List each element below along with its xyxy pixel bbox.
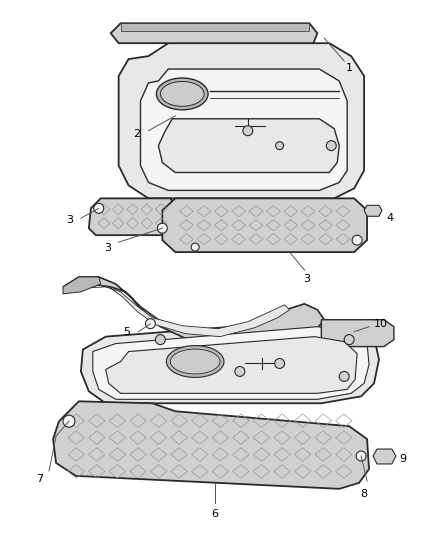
Polygon shape bbox=[364, 205, 382, 216]
Ellipse shape bbox=[170, 349, 220, 374]
Text: 8: 8 bbox=[360, 489, 367, 499]
Circle shape bbox=[275, 359, 285, 368]
Polygon shape bbox=[120, 23, 309, 31]
Text: 1: 1 bbox=[346, 63, 353, 73]
Ellipse shape bbox=[156, 78, 208, 110]
Circle shape bbox=[63, 415, 75, 427]
Circle shape bbox=[94, 203, 104, 213]
Circle shape bbox=[352, 235, 362, 245]
Polygon shape bbox=[89, 198, 175, 235]
Circle shape bbox=[339, 372, 349, 382]
Circle shape bbox=[243, 126, 253, 136]
Circle shape bbox=[326, 141, 336, 151]
Polygon shape bbox=[159, 119, 339, 173]
Text: 9: 9 bbox=[399, 454, 406, 464]
Text: 5: 5 bbox=[124, 327, 131, 337]
Circle shape bbox=[235, 367, 245, 376]
Text: 3: 3 bbox=[66, 215, 73, 225]
Circle shape bbox=[155, 335, 165, 345]
Circle shape bbox=[157, 223, 167, 233]
Circle shape bbox=[356, 451, 366, 461]
Polygon shape bbox=[141, 69, 347, 190]
Polygon shape bbox=[373, 449, 396, 464]
Polygon shape bbox=[73, 284, 290, 337]
Text: 3: 3 bbox=[303, 274, 310, 284]
Circle shape bbox=[145, 319, 155, 329]
Circle shape bbox=[191, 243, 199, 251]
Polygon shape bbox=[53, 401, 369, 489]
Circle shape bbox=[344, 335, 354, 345]
Polygon shape bbox=[321, 320, 394, 346]
Polygon shape bbox=[111, 23, 318, 43]
Ellipse shape bbox=[160, 82, 204, 107]
Polygon shape bbox=[63, 277, 324, 346]
Text: 10: 10 bbox=[374, 319, 388, 329]
Ellipse shape bbox=[166, 345, 224, 377]
Polygon shape bbox=[119, 43, 364, 198]
Text: 7: 7 bbox=[36, 474, 43, 484]
Polygon shape bbox=[93, 327, 369, 399]
Circle shape bbox=[276, 142, 283, 150]
Polygon shape bbox=[81, 320, 379, 403]
Polygon shape bbox=[63, 277, 101, 294]
Text: 6: 6 bbox=[212, 508, 219, 519]
Text: 2: 2 bbox=[134, 128, 141, 139]
Polygon shape bbox=[162, 198, 367, 252]
Polygon shape bbox=[106, 337, 357, 393]
Text: 4: 4 bbox=[387, 213, 394, 223]
Text: 3: 3 bbox=[104, 243, 111, 253]
